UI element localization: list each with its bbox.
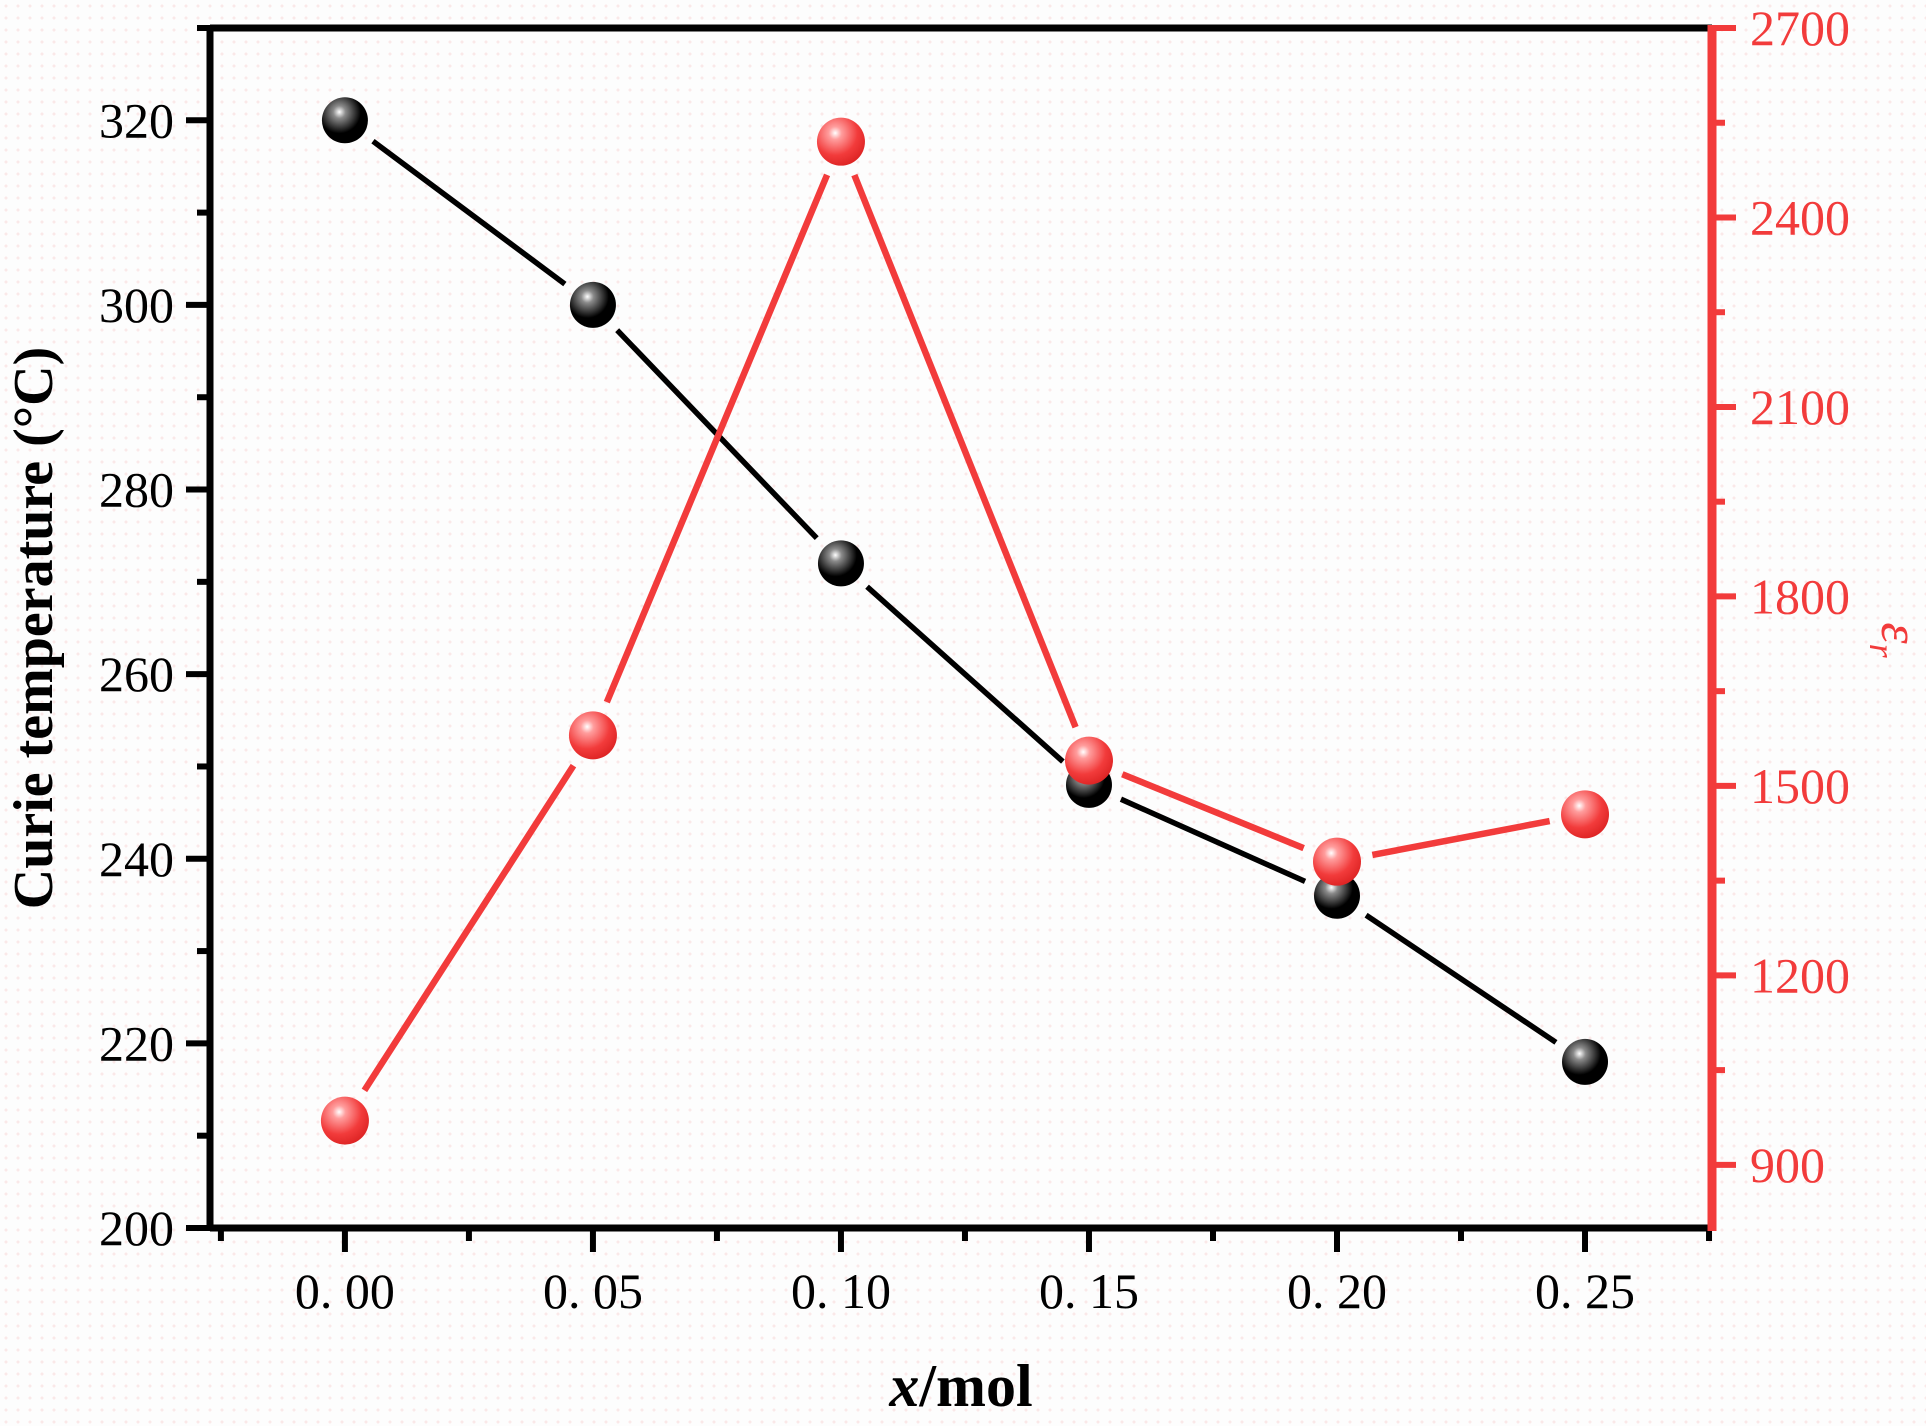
- right-axis-tick-label: 1800: [1750, 568, 1850, 624]
- right-axis-tick-label: 1200: [1750, 947, 1850, 1003]
- left-axis-tick-label: 300: [99, 277, 174, 333]
- x-axis-tick-label: 0. 05: [543, 1263, 643, 1319]
- x-axis-title: x/mol: [888, 1353, 1032, 1419]
- curie-data-point: [1562, 1038, 1609, 1085]
- curie-data-point: [1313, 872, 1360, 919]
- curie-data-point: [569, 281, 616, 328]
- right-axis-tick-label: 900: [1750, 1137, 1825, 1193]
- data-series: [320, 97, 1610, 1145]
- epsilon-series-segment: [603, 173, 831, 704]
- curie-data-point: [817, 540, 864, 587]
- epsilon-series-segment: [1121, 771, 1305, 852]
- curie-series-segment: [1364, 912, 1558, 1045]
- curie-series-segment: [371, 139, 567, 287]
- epsilon-data-point: [1312, 837, 1361, 886]
- x-axis-tick-label: 0. 00: [295, 1263, 395, 1319]
- right-axis-tick-label: 2400: [1750, 189, 1850, 245]
- left-axis-tick-label: 260: [99, 646, 174, 702]
- left-axis-tick-label: 200: [99, 1200, 174, 1256]
- curie-series-segment: [1119, 796, 1307, 884]
- tick-labels: 200 220 240 260 280 300 320 900 1200 1500 1800 2100…: [99, 0, 1850, 1319]
- right-axis-tick-label: 2700: [1750, 0, 1850, 56]
- epsilon-subscript: r: [1862, 644, 1902, 659]
- x-axis-tick-label: 0. 10: [791, 1263, 891, 1319]
- axis-ticks: [186, 25, 1736, 1252]
- epsilon-series-segment: [1371, 817, 1551, 859]
- curie-series-segment: [865, 584, 1065, 764]
- axis-spines: [206, 24, 1717, 1232]
- x-axis-tick-label: 0. 25: [1535, 1263, 1635, 1319]
- epsilon-data-point: [568, 711, 617, 760]
- x-axis-tick-label: 0. 15: [1039, 1263, 1139, 1319]
- right-axis-tick-label: 1500: [1750, 758, 1850, 814]
- left-axis-tick-label: 320: [99, 92, 174, 148]
- left-axis-tick-label: 240: [99, 831, 174, 887]
- epsilon-data-point: [320, 1096, 369, 1145]
- epsilon-data-point: [1064, 736, 1113, 785]
- epsilon-data-point: [816, 117, 865, 166]
- right-axis-tick-label: 2100: [1750, 379, 1850, 435]
- left-axis-tick-label: 220: [99, 1015, 174, 1071]
- x-axis-tick-label: 0. 20: [1287, 1263, 1387, 1319]
- left-axis-title: Curie temperature (°C): [3, 347, 65, 910]
- epsilon-symbol: ε: [1870, 622, 1926, 644]
- left-axis-tick-label: 280: [99, 462, 174, 518]
- epsilon-data-point: [1561, 790, 1610, 839]
- x-axis-title-unit: /mol: [918, 1353, 1032, 1419]
- curie-data-point: [321, 97, 368, 144]
- epsilon-series-segment: [361, 763, 577, 1093]
- right-axis-title: εr: [1862, 622, 1926, 658]
- x-axis-title-symbol: x: [888, 1353, 919, 1419]
- epsilon-series-segment: [851, 173, 1079, 729]
